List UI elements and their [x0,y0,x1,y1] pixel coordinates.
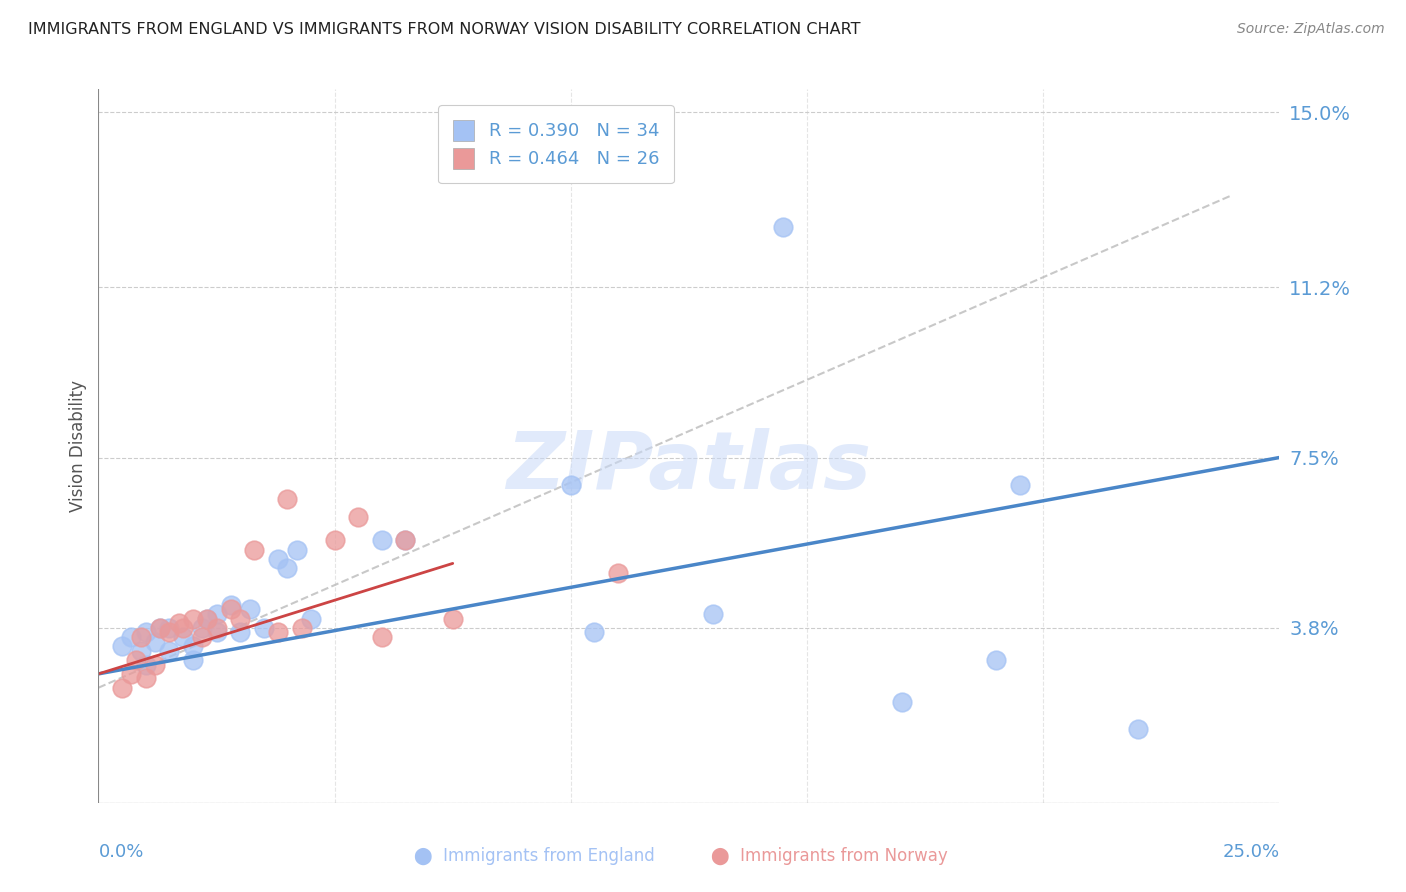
Point [1126,722,1149,736]
Point [243,542,266,557]
Point [191,621,214,635]
Point [347,510,370,524]
Point [143,634,166,648]
Point [890,694,912,708]
Point [267,625,290,640]
Point [583,625,606,640]
Point [285,542,308,557]
Point [276,561,298,575]
Point [195,612,218,626]
Point [172,630,194,644]
Point [143,657,166,672]
Point [253,621,276,635]
Text: IMMIGRANTS FROM ENGLAND VS IMMIGRANTS FROM NORWAY VISION DISABILITY CORRELATION : IMMIGRANTS FROM ENGLAND VS IMMIGRANTS FR… [28,22,860,37]
Point [219,598,242,612]
Point [702,607,724,621]
Point [129,644,152,658]
Text: Source: ZipAtlas.com: Source: ZipAtlas.com [1237,22,1385,37]
Point [229,625,252,640]
Point [157,625,180,640]
Text: 25.0%: 25.0% [1222,843,1279,861]
Y-axis label: Vision Disability: Vision Disability [69,380,87,512]
Point [290,621,312,635]
Point [607,566,630,580]
Text: ZIPatlas: ZIPatlas [506,428,872,507]
Point [1008,478,1031,492]
Point [181,653,204,667]
Point [135,625,157,640]
Point [299,612,322,626]
Point [181,612,204,626]
Point [205,621,228,635]
Point [181,640,204,654]
Point [191,630,214,644]
Point [129,630,152,644]
Point [149,621,172,635]
Point [984,653,1007,667]
Point [157,621,180,635]
Point [371,533,394,548]
Point [172,621,194,635]
Point [276,491,298,506]
Point [125,653,148,667]
Text: ⬤  Immigrants from England: ⬤ Immigrants from England [413,847,655,865]
Point [157,644,180,658]
Point [560,478,582,492]
Point [205,625,228,640]
Text: ⬤  Immigrants from Norway: ⬤ Immigrants from Norway [711,847,948,865]
Point [441,612,464,626]
Point [167,616,190,631]
Point [195,612,218,626]
Point [323,533,346,548]
Point [267,551,290,566]
Point [394,533,416,548]
Point [121,666,143,681]
Text: 0.0%: 0.0% [98,843,143,861]
Point [219,602,242,616]
Point [394,533,416,548]
Point [121,630,143,644]
Legend: R = 0.390   N = 34, R = 0.464   N = 26: R = 0.390 N = 34, R = 0.464 N = 26 [439,105,673,183]
Point [772,220,794,235]
Point [135,672,157,686]
Point [111,640,134,654]
Point [135,657,157,672]
Point [149,621,172,635]
Point [239,602,262,616]
Point [371,630,394,644]
Point [111,681,134,695]
Point [205,607,228,621]
Point [229,612,252,626]
